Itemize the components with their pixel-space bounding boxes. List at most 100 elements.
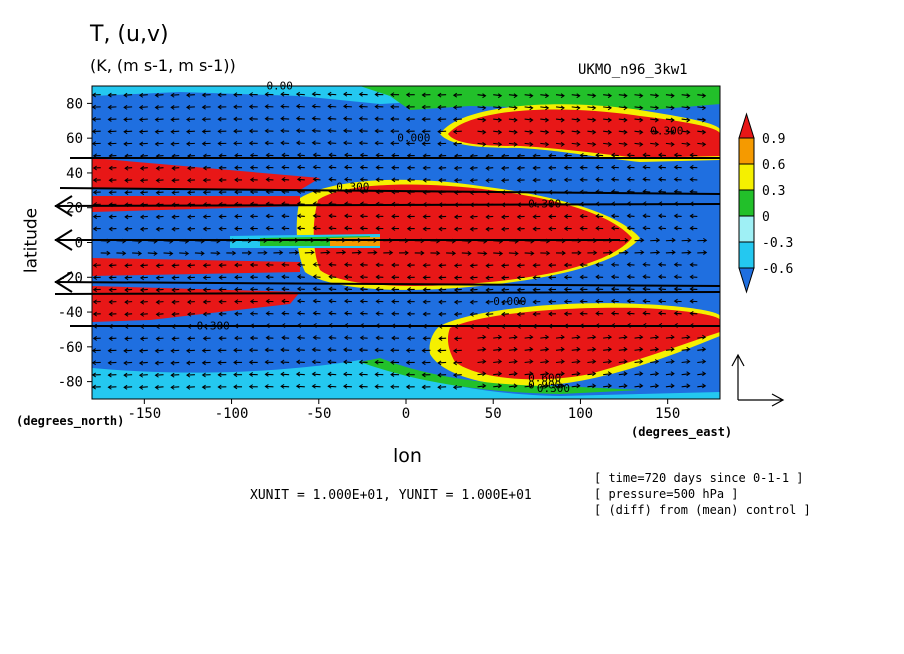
arrowhead	[54, 195, 73, 217]
wind-vector-head	[233, 360, 238, 365]
wind-vector-head	[202, 336, 207, 341]
wind-vector-head	[359, 225, 364, 231]
wind-vector-head	[610, 213, 616, 219]
wind-vector-head	[249, 274, 254, 280]
contour-label: 0.000	[493, 295, 526, 308]
wind-vector	[313, 215, 321, 217]
wind-vector-head	[265, 298, 270, 304]
wind-vector	[618, 373, 627, 376]
wind-vector-head	[92, 299, 97, 305]
wind-vector-head	[92, 104, 96, 110]
wind-vector	[477, 348, 486, 351]
wind-vector-head	[263, 250, 268, 256]
wind-vector	[470, 215, 478, 218]
wind-vector-head	[296, 152, 302, 158]
wind-vector-head	[328, 262, 333, 267]
wind-vector-head	[610, 152, 616, 158]
wind-vector-head	[516, 214, 521, 220]
wind-vector	[650, 336, 659, 339]
wind-vector	[453, 374, 462, 376]
wind-vector-head	[232, 250, 237, 256]
wind-vector	[634, 348, 643, 351]
wind-vector-head	[673, 310, 678, 316]
wind-vector-head	[516, 287, 521, 293]
wind-vector	[140, 167, 148, 169]
wind-vector-head	[296, 286, 302, 292]
wind-vector-head	[155, 214, 160, 220]
wind-vector	[124, 106, 133, 108]
wind-vector-head	[485, 178, 490, 183]
wind-vector-head	[623, 105, 628, 111]
wind-vector	[681, 239, 691, 242]
wind-vector-head	[513, 371, 518, 377]
wind-vector-head	[92, 348, 96, 353]
wind-vector	[172, 191, 180, 194]
wind-vector-head	[359, 164, 364, 170]
wind-vector-head	[234, 165, 239, 171]
wind-vector-head	[592, 141, 597, 147]
wind-vector-head	[247, 250, 252, 256]
wind-vector-head	[248, 140, 253, 146]
wind-vector	[618, 385, 627, 388]
wind-vector	[555, 385, 565, 388]
wind-vector	[172, 215, 180, 218]
wind-vector	[140, 179, 148, 182]
wind-vector-head	[529, 105, 534, 111]
wind-vector-head	[123, 348, 128, 354]
wind-vector-head	[686, 383, 691, 389]
wind-vector	[297, 276, 305, 278]
wind-vector-head	[249, 262, 254, 268]
wind-vector-head	[469, 275, 474, 281]
wind-vector-head	[186, 117, 191, 122]
colorbar-swatch	[738, 137, 755, 165]
wind-vector	[329, 166, 337, 169]
wind-vector	[329, 178, 337, 181]
wind-vector-head	[513, 105, 518, 111]
wind-vector	[296, 385, 305, 388]
wind-vector	[603, 360, 612, 364]
wind-vector-head	[296, 335, 302, 340]
wind-vector-head	[482, 93, 487, 99]
wind-vector-head	[155, 336, 160, 342]
wind-vector	[555, 94, 565, 97]
wind-vector	[493, 118, 502, 121]
wind-vector-head	[626, 286, 631, 292]
wind-vector	[540, 360, 549, 364]
wind-vector-head	[202, 263, 207, 268]
wind-vector	[132, 252, 142, 255]
wind-vector	[555, 360, 565, 364]
wind-vector-head	[184, 251, 190, 256]
wind-vector-head	[453, 214, 459, 220]
wind-vector-head	[358, 140, 363, 146]
wind-vector-head	[610, 310, 616, 316]
wind-vector-head	[673, 262, 678, 268]
x-axis-label: lon	[393, 445, 422, 467]
wind-vector-head	[107, 372, 112, 378]
wind-vector-head	[201, 348, 206, 354]
wind-vector-head	[642, 310, 647, 316]
wind-vector-head	[702, 129, 707, 135]
wind-vector-head	[576, 117, 581, 123]
wind-vector-head	[406, 165, 411, 171]
y-axis-label: latitude	[21, 207, 42, 274]
wind-vector-head	[233, 104, 238, 110]
wind-vector-head	[375, 213, 380, 219]
wind-vector-head	[501, 226, 506, 232]
x-units-label: (degrees_east)	[631, 425, 733, 439]
wind-vector-head	[560, 105, 565, 111]
wind-vector	[156, 264, 164, 267]
wind-vector-head	[170, 117, 175, 123]
wind-vector	[171, 130, 180, 133]
wind-vector	[155, 374, 164, 376]
wind-vector	[658, 178, 666, 181]
wind-vector-head	[420, 250, 425, 256]
wind-vector-head	[374, 116, 379, 122]
wind-vector-head	[658, 286, 663, 292]
vector-units: XUNIT = 1.000E+01, YUNIT = 1.000E+01	[250, 488, 532, 503]
wind-vector-head	[218, 275, 223, 280]
wind-vector	[643, 154, 651, 157]
wind-vector-head	[702, 371, 707, 377]
wind-vector	[658, 288, 666, 290]
wind-vector-head	[686, 359, 691, 364]
wind-vector-head	[249, 165, 254, 170]
